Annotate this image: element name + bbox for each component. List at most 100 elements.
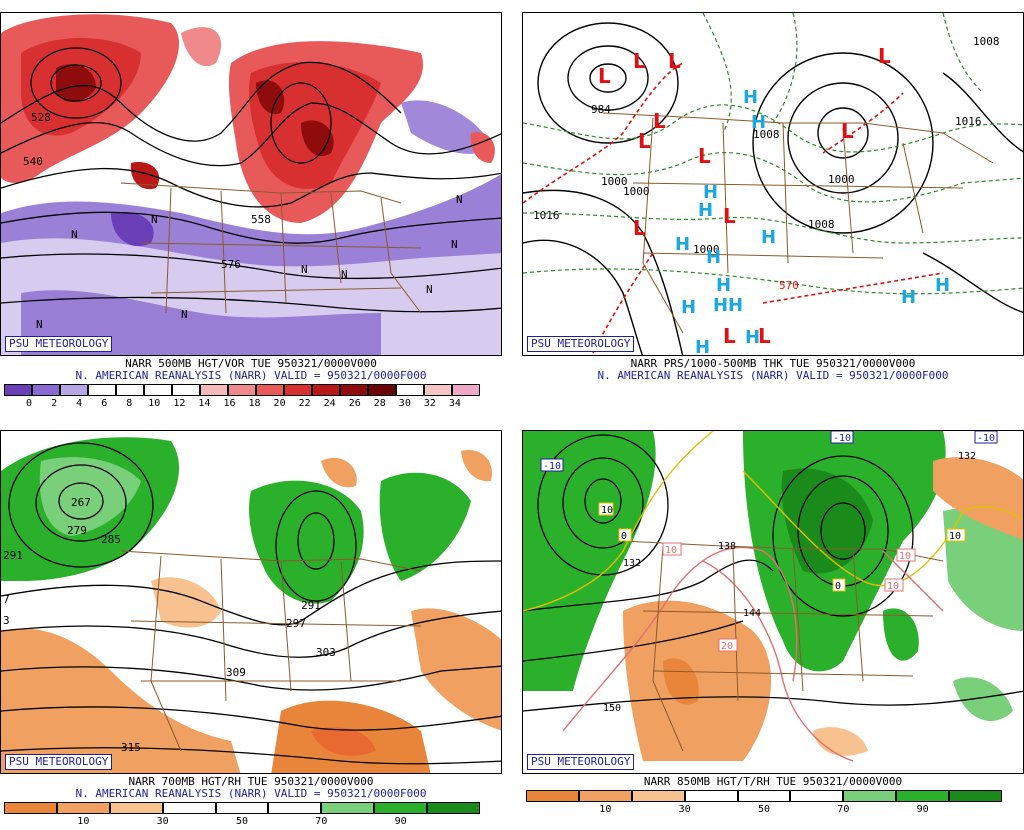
colorbar-tick-label: 14	[198, 398, 211, 409]
psu-meteorology-badge: PSU METEOROLOGY	[5, 754, 113, 770]
high-pressure-marker: H	[935, 275, 950, 296]
colorbar-tick-label: 26	[348, 398, 361, 409]
contour-label: 528	[31, 111, 51, 124]
colorbar-tick-label: 30	[156, 816, 169, 827]
contour-label: 558	[251, 213, 271, 226]
contour-label: 540	[23, 155, 43, 168]
contour-label: 309	[226, 666, 246, 679]
rh700-colorbar	[4, 802, 481, 814]
colorbar-tick-label: 10	[77, 816, 90, 827]
colorbar-tick-label: 10	[148, 398, 161, 409]
colorbar-swatch	[228, 384, 256, 396]
colorbar-tick-label: 32	[423, 398, 436, 409]
low-pressure-marker: L	[841, 119, 854, 143]
panel-850mb-t-rh: -10 -10 -10 10 0 10 132 138 144 150 20 1…	[522, 430, 1024, 830]
psu-meteorology-badge: PSU METEOROLOGY	[527, 754, 635, 770]
colorbar-swatch	[578, 790, 632, 802]
isotherm-label: 10	[887, 581, 899, 592]
contour-label: 315	[121, 741, 141, 754]
low-pressure-marker: L	[698, 144, 711, 168]
low-pressure-marker: L	[668, 49, 681, 73]
vorticity-colorbar-ticks: 0 2 4 6 8 10 12 14 16 18 20 22 24 26 28 30 32 34	[4, 398, 480, 412]
contour-label: 150	[603, 703, 621, 714]
colorbar-swatch	[896, 790, 950, 802]
contour-label: 291	[301, 599, 321, 612]
panel-title-line: NARR 500MB HGT/VOR TUE 950321/0000V000	[125, 357, 377, 370]
colorbar-swatch	[424, 384, 452, 396]
isobar-label: 1000	[623, 185, 650, 198]
isobar-label: 1008	[808, 218, 835, 231]
pressure-map: 984 1000 1000 1016 1008 1016 1000 1008 1…	[522, 12, 1024, 356]
vort-min-label: N	[71, 228, 78, 241]
panel-500mb-vorticity: 528 540 558 576 N N N N N N N N N PSU ME…	[0, 12, 502, 412]
high-pressure-marker: H	[745, 327, 760, 348]
vort-min-label: N	[456, 193, 463, 206]
colorbar-tick-label: 30	[678, 804, 691, 815]
contour-label: 138	[718, 541, 736, 552]
colorbar-swatch	[109, 802, 163, 814]
colorbar-swatch	[172, 384, 200, 396]
high-pressure-marker: H	[706, 247, 721, 268]
panel-valid-line: N. AMERICAN REANALYSIS (NARR) VALID = 95…	[75, 787, 427, 800]
colorbar-tick-label: 24	[323, 398, 336, 409]
vorticity-colorbar	[4, 384, 480, 396]
colorbar-swatch	[368, 384, 396, 396]
colorbar-swatch	[790, 790, 844, 802]
colorbar-swatch	[843, 790, 897, 802]
panel-valid-line: N. AMERICAN REANALYSIS (NARR) VALID = 95…	[597, 369, 949, 382]
colorbar-tick-label: 16	[223, 398, 236, 409]
colorbar-swatch	[526, 790, 579, 802]
isobar-label: 1000	[828, 173, 855, 186]
colorbar-tick-label: 20	[273, 398, 286, 409]
vorticity-map-svg: 528 540 558 576 N N N N N N N N N	[1, 13, 501, 355]
high-pressure-marker: H	[761, 227, 776, 248]
low-pressure-marker: L	[638, 129, 651, 153]
colorbar-swatch	[116, 384, 144, 396]
contour-label: 132	[958, 451, 976, 462]
rh700-map-svg: 267 279 285 291 297 303 309 315 291 7 3	[1, 431, 501, 773]
isotherm-label: 10	[665, 545, 677, 556]
low-pressure-marker: L	[878, 44, 891, 68]
low-pressure-marker: L	[633, 216, 646, 240]
colorbar-tick-label: 70	[837, 804, 850, 815]
colorbar-swatch	[162, 802, 216, 814]
isotherm-label: 10	[949, 531, 961, 542]
isobar-label: 1008	[753, 128, 780, 141]
colorbar-tick-label: 18	[248, 398, 261, 409]
vort-min-label: N	[181, 308, 188, 321]
isotherm-label: 10	[601, 505, 613, 516]
isotherm-label: 20	[721, 641, 733, 652]
contour-label: 285	[101, 533, 121, 546]
colorbar-tick-label: 30	[398, 398, 411, 409]
low-pressure-marker: L	[758, 324, 771, 348]
contour-label: 297	[286, 617, 306, 630]
panel-title-line: NARR 850MB HGT/T/RH TUE 950321/0000V000	[643, 775, 903, 788]
colorbar-swatch	[631, 790, 685, 802]
colorbar-tick-label: 6	[101, 398, 108, 409]
colorbar-tick-label: 34	[448, 398, 461, 409]
vort-min-label: N	[151, 213, 158, 226]
colorbar-swatch	[452, 384, 480, 396]
colorbar-swatch	[4, 384, 32, 396]
contour-label: 132	[623, 558, 641, 569]
isobar-label: 1016	[533, 209, 560, 222]
high-pressure-marker: H	[751, 112, 766, 133]
contour-label: 576	[221, 258, 241, 271]
colorbar-tick-label: 22	[298, 398, 311, 409]
high-pressure-marker: H	[743, 87, 758, 108]
isobar-label: 1000	[601, 175, 628, 188]
rh850-colorbar-ticks: 10 30 50 70 90	[526, 804, 1002, 818]
pressure-map-svg: 984 1000 1000 1016 1008 1016 1000 1008 1…	[523, 13, 1023, 355]
colorbar-swatch	[284, 384, 312, 396]
panel-title-line: NARR PRS/1000-500MB THK TUE 950321/0000V…	[630, 357, 916, 370]
colorbar-swatch	[215, 802, 269, 814]
colorbar-swatch	[256, 384, 284, 396]
isobar-label: 1016	[955, 115, 982, 128]
colorbar-swatch	[427, 802, 481, 814]
panel-700mb-rh: 267 279 285 291 297 303 309 315 291 7 3 …	[0, 430, 502, 830]
colorbar-swatch	[4, 802, 57, 814]
isotherm-label: 0	[621, 531, 627, 542]
isotherm-label: -10	[977, 433, 995, 444]
colorbar-tick-label: 50	[757, 804, 771, 815]
colorbar-swatch	[374, 802, 428, 814]
